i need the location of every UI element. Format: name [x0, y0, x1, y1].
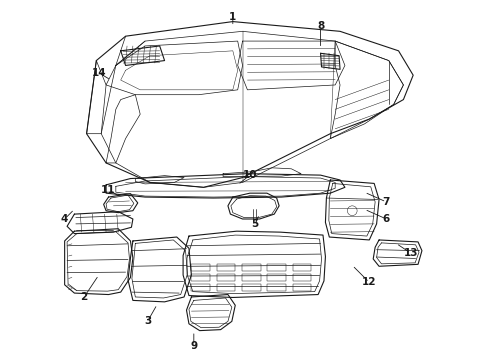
Bar [268, 274, 286, 281]
Bar [242, 284, 261, 291]
Bar [293, 274, 311, 281]
Bar [217, 264, 235, 271]
Text: 2: 2 [80, 292, 88, 302]
Text: 10: 10 [243, 170, 257, 180]
Text: 12: 12 [362, 277, 376, 287]
Bar [268, 284, 286, 291]
Text: 6: 6 [383, 214, 390, 224]
Text: 14: 14 [92, 68, 106, 78]
Text: 9: 9 [190, 341, 197, 351]
Text: 7: 7 [383, 197, 390, 207]
Bar [217, 284, 235, 291]
Text: 8: 8 [317, 22, 324, 31]
Bar [242, 264, 261, 271]
Bar [293, 284, 311, 291]
Text: 4: 4 [61, 214, 68, 224]
Bar [192, 274, 210, 281]
Bar [192, 284, 210, 291]
Text: 1: 1 [229, 12, 237, 22]
Text: 5: 5 [251, 219, 258, 229]
Bar [192, 264, 210, 271]
Text: 11: 11 [101, 185, 116, 195]
Bar [217, 274, 235, 281]
Text: 3: 3 [144, 316, 151, 327]
Text: 13: 13 [403, 248, 418, 258]
Bar [293, 264, 311, 271]
Bar [242, 274, 261, 281]
Bar [268, 264, 286, 271]
